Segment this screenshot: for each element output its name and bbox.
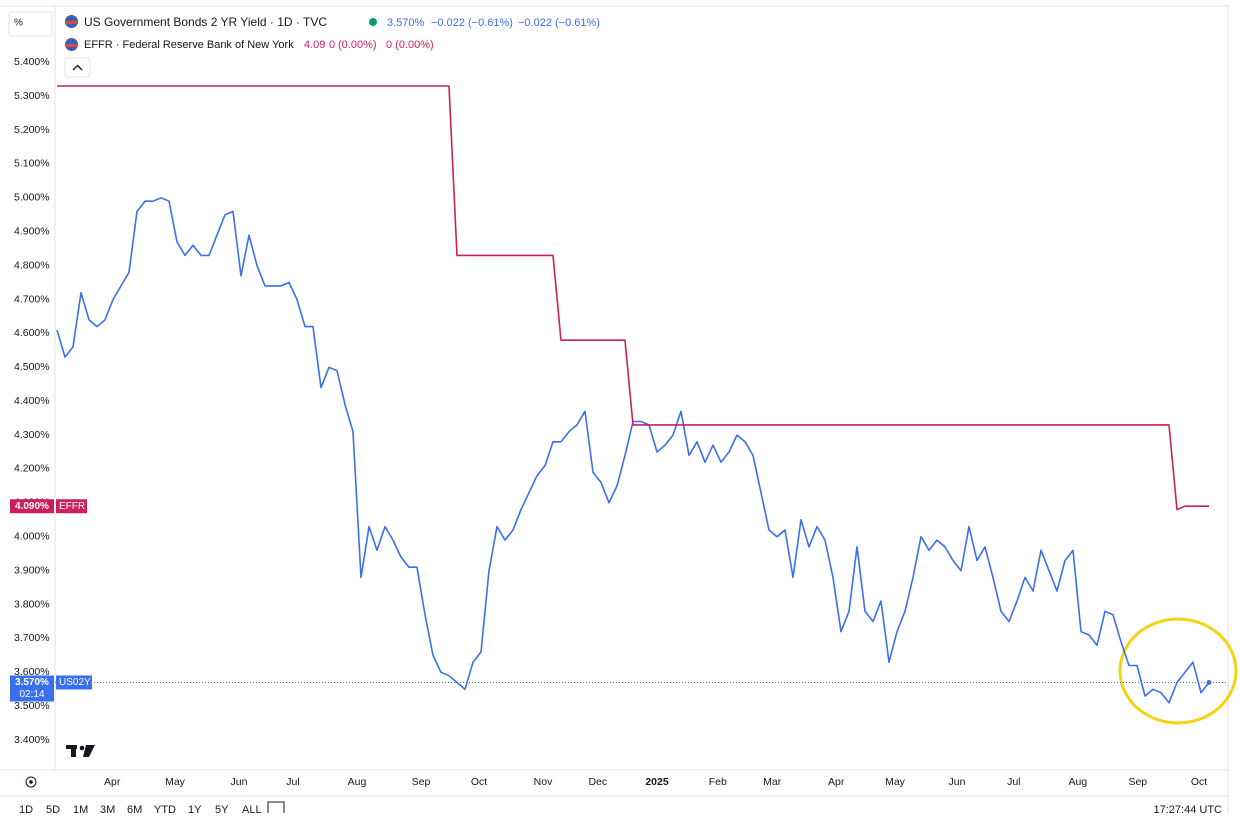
legend-change: (0.00%) [338,39,377,51]
range-button[interactable]: 1Y [188,804,202,816]
price-label: 4.090% [15,501,49,512]
y-tick-label: 4.000% [14,531,50,543]
x-tick-label: May [165,776,186,788]
price-label-box [10,499,54,514]
legend-title[interactable]: EFFR · Federal Reserve Bank of New York [84,39,294,51]
y-tick-label: 5.200% [14,124,50,136]
y-tick-label: 4.400% [14,395,50,407]
y-tick-label: 4.800% [14,259,50,271]
x-tick-label: Sep [412,776,431,788]
y-tick-label: 4.500% [14,361,50,373]
x-tick-label: Jun [949,776,966,788]
x-tick-label: Oct [471,776,487,788]
logo-part [79,745,85,751]
x-tick-label: Jul [1007,776,1020,788]
toolbar: 1D 5D 1M 3M 6M YTD 1Y 5Y ALL [19,804,262,816]
clock: 17:27:44 UTC [1154,804,1223,813]
legend-title[interactable]: US Government Bonds 2 YR Yield · 1D · TV… [84,15,327,29]
y-tick-label: 4.700% [14,293,50,305]
logo-part [71,745,76,757]
y-tick-label: 4.900% [14,225,50,237]
x-tick-label: Dec [588,776,607,788]
range-button[interactable]: 6M [127,804,142,816]
range-button[interactable]: 1M [73,804,88,816]
ticker-label: EFFR [59,501,85,512]
legend-change: 0 [329,39,335,51]
x-tick-label: Mar [763,776,782,788]
x-tick-label: Aug [1068,776,1087,788]
ticker-label-box [56,675,92,690]
price-label: 3.570% [15,677,49,688]
flag-icon-stripe [65,44,78,47]
legend-change: −0.022 (−0.61%) [518,17,600,29]
legend-value: 3.570% [387,17,425,29]
x-tick-label: Aug [348,776,367,788]
range-button[interactable]: 1D [19,804,33,816]
x-tick-label: Apr [104,776,121,788]
y-tick-label: 3.700% [14,632,50,644]
y-tick-label: 5.000% [14,192,50,204]
status-dot [369,18,377,26]
last-point [1206,679,1212,685]
x-tick-label: 2025 [645,776,669,788]
legend: US Government Bonds 2 YR Yield · 1D · TV… [64,15,600,78]
series-line [57,85,1209,511]
y-tick-label: 3.500% [14,700,50,712]
x-tick-label: Apr [828,776,845,788]
range-button[interactable]: 3M [100,804,115,816]
price-label-box [10,675,54,702]
logo-part [83,745,95,757]
y-tick-label: 4.200% [14,463,50,475]
y-tick-label: 3.800% [14,598,50,610]
legend-value: 4.09 [304,39,325,51]
x-tick-label: Nov [534,776,553,788]
axis-unit: % [14,18,23,29]
y-tick-label: 4.600% [14,327,50,339]
legend-change: −0.022 (−0.61%) [431,17,513,29]
x-tick-label: Oct [1191,776,1207,788]
settings-icon-center [29,780,33,784]
range-button[interactable]: YTD [154,804,176,816]
range-button[interactable]: ALL [242,804,262,816]
highlight-ellipse [1118,617,1238,725]
x-tick-label: May [885,776,906,788]
range-button[interactable]: 5Y [215,804,229,816]
ticker-label-box [56,499,87,514]
settings-icon[interactable] [25,776,37,788]
range-button[interactable]: 5D [46,804,60,816]
collapse-icon [72,64,83,71]
flag-icon-stripe [65,21,78,24]
x-tick-label: Jun [231,776,248,788]
y-tick-label: 4.300% [14,429,50,441]
legend-change: 0 (0.00%) [386,39,434,51]
x-tick-label: Sep [1128,776,1147,788]
ticker-label: US02Y [59,677,91,688]
y-tick-label: 3.600% [14,666,50,678]
y-tick-label: 5.100% [14,158,50,170]
collapse-button[interactable] [64,57,91,78]
y-tick-label: 5.400% [14,56,50,68]
logo [66,745,95,757]
x-tick-label: Feb [709,776,727,788]
x-tick-label: Jul [286,776,299,788]
countdown: 02:14 [19,689,44,700]
y-tick-label: 3.900% [14,564,50,576]
unit-box[interactable] [8,11,53,37]
y-tick-label: 3.400% [14,734,50,746]
y-tick-label: 5.300% [14,90,50,102]
